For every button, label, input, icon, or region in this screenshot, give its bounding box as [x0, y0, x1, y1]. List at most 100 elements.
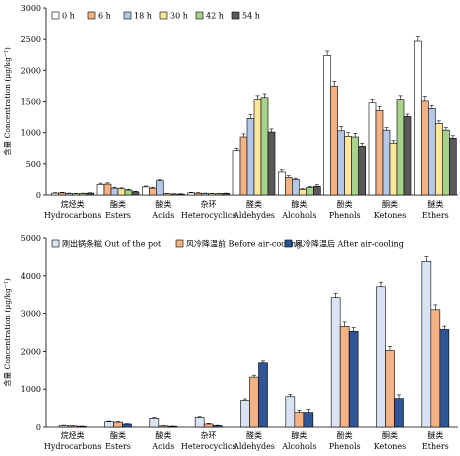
bar — [96, 184, 105, 196]
y-tick-label: 5000 — [21, 234, 41, 243]
legend-label: 18 h — [134, 12, 152, 21]
y-tick-label: 0 — [36, 423, 41, 432]
bar — [122, 423, 132, 428]
bar — [414, 40, 422, 196]
y-tick-label: 0 — [36, 191, 41, 200]
bar — [396, 99, 405, 196]
bar — [330, 297, 341, 428]
category-label-cn: 醇类 — [291, 199, 307, 209]
legend-label: 刚出锅条糍 Out of the pot — [62, 239, 162, 249]
bar — [239, 136, 248, 196]
bar — [303, 412, 314, 428]
bar — [285, 396, 296, 428]
category-label-en: Heterocyclics — [181, 211, 236, 220]
bar — [385, 350, 395, 428]
category-label-en: Hydrocarbons — [44, 442, 102, 451]
bar — [156, 180, 164, 196]
category-label-en: Aldehydes — [232, 442, 275, 451]
bar — [113, 421, 123, 428]
y-tick-label: 2500 — [21, 35, 41, 44]
category-label-cn: 醇类 — [291, 430, 307, 440]
bar — [194, 192, 202, 196]
bar — [110, 187, 119, 196]
y-tick-label: 2000 — [21, 347, 41, 356]
category-label-cn: 酮类 — [382, 199, 398, 209]
bar — [142, 186, 150, 196]
legend-swatch — [159, 11, 168, 20]
bar — [177, 193, 185, 196]
panel-2: 0 1000 2000 3000 4000 5000 含量 Concentration (μ… — [2, 234, 458, 451]
bar — [72, 193, 80, 196]
bar — [258, 362, 268, 428]
bar — [330, 86, 338, 196]
category-label-cn: 酚类 — [337, 430, 353, 440]
bar — [212, 425, 223, 428]
category-label-en: Alcohols — [281, 211, 316, 220]
bar — [389, 142, 398, 196]
bar — [240, 400, 250, 428]
category-label-cn: 酯类 — [110, 430, 126, 440]
legend: 0 h 6 h 18 h 30 h 42 h 54 h — [51, 11, 260, 21]
bar — [428, 108, 436, 196]
bar — [232, 150, 241, 196]
category-label-en: Ketones — [374, 442, 407, 451]
legend-swatch — [123, 11, 132, 20]
bar — [442, 129, 450, 196]
category-label-cn: 醚类 — [427, 430, 443, 440]
bar — [339, 326, 350, 428]
legend-swatch — [51, 239, 60, 248]
category-label-en: Phenols — [329, 211, 361, 220]
bar — [58, 425, 69, 428]
category-label-en: Aldehydes — [232, 211, 275, 220]
legend-label: 风冷降温前 Before air-cooling — [186, 239, 301, 249]
legend-label: 42 h — [206, 12, 224, 21]
bar — [337, 130, 345, 196]
bar — [299, 189, 307, 196]
legend-label: 0 h — [62, 12, 75, 21]
bar — [149, 187, 157, 196]
bar — [51, 192, 59, 196]
bar — [430, 309, 441, 428]
y-tick-label: 500 — [26, 160, 41, 169]
legend: 刚出锅条糍 Out of the pot 风冷降温前 Before air-coo… — [51, 239, 404, 249]
y-tick-label: 1500 — [21, 98, 41, 107]
category-label-cn: 烷烃类 — [61, 199, 85, 209]
legend-swatch — [195, 11, 204, 20]
bar — [246, 118, 255, 196]
category-label-en: Esters — [105, 442, 131, 451]
bar — [421, 261, 432, 428]
bar — [403, 116, 412, 196]
bar — [306, 187, 314, 196]
category-label-cn: 杂环 — [201, 431, 217, 440]
bar — [292, 179, 300, 196]
bar — [260, 97, 269, 196]
category-label-cn: 酚类 — [337, 199, 353, 209]
bar — [222, 193, 230, 196]
category-label-en: Phenols — [329, 442, 361, 451]
category-label-en: Acids — [151, 442, 174, 451]
legend-swatch — [87, 11, 96, 20]
bar — [382, 129, 391, 196]
bar — [170, 193, 178, 196]
bar — [368, 102, 377, 196]
bar — [58, 192, 66, 196]
bar — [358, 146, 366, 196]
bar — [201, 193, 209, 196]
bar — [376, 286, 386, 428]
category-label-cn: 烷烃类 — [61, 430, 85, 440]
bar — [215, 193, 223, 196]
bar — [323, 55, 331, 196]
bar — [285, 177, 293, 196]
category-label-cn: 醚类 — [427, 199, 443, 209]
legend-label: 风冷降温后 After air-cooling — [295, 239, 404, 249]
category-label-en: Ethers — [422, 211, 449, 220]
category-label-en: Heterocyclics — [181, 442, 236, 451]
y-tick-label: 4000 — [21, 272, 41, 281]
bar — [158, 425, 169, 428]
bar — [313, 185, 321, 196]
bar — [76, 425, 87, 428]
bar — [117, 188, 126, 196]
category-label-en: Hydrocarbons — [44, 211, 102, 220]
category-label-en: Ethers — [422, 442, 449, 451]
bar — [208, 193, 216, 196]
